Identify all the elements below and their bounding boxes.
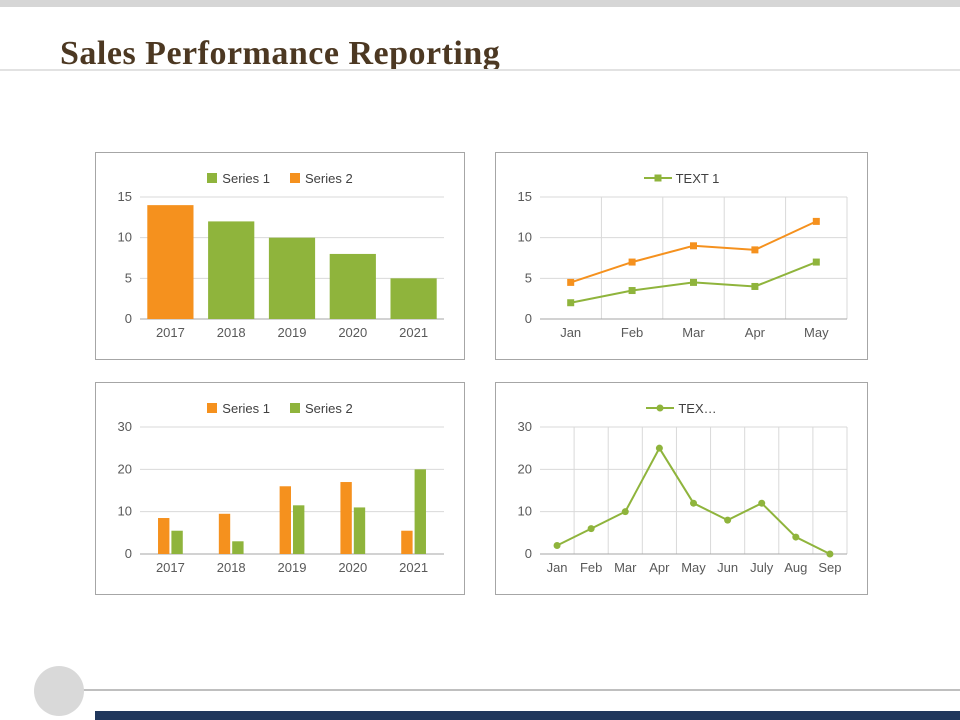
title-divider [0,69,960,71]
svg-text:5: 5 [125,270,132,285]
chart-panel-monthly-lines: TEXT 1 0 5 10 15 Jan Feb Mar Apr May [495,152,868,360]
legend-item: Series 1 [207,401,270,416]
bar-chart-yearly: 0 5 10 15 2017 2018 2019 2020 2021 [104,189,456,358]
svg-text:Feb: Feb [580,560,602,575]
svg-text:2020: 2020 [338,325,367,340]
legend-label: Series 2 [305,170,353,186]
legend-label: Series 1 [222,400,270,416]
square-swatch-icon [207,403,218,413]
svg-text:Apr: Apr [745,325,766,340]
svg-text:2021: 2021 [399,325,428,340]
svg-text:2020: 2020 [338,560,367,575]
svg-text:2021: 2021 [399,560,428,575]
svg-text:2017: 2017 [156,560,185,575]
legend-marker-icon [654,174,662,182]
svg-text:5: 5 [525,270,532,285]
svg-text:10: 10 [518,230,532,245]
chart-canvas: 0 10 20 30 2017 2018 2019 2020 2021 [118,419,444,575]
svg-text:July: July [750,560,774,575]
svg-text:15: 15 [518,189,532,204]
svg-text:15: 15 [118,189,132,204]
svg-text:Sep: Sep [818,560,841,575]
square-swatch-icon [290,403,300,413]
chart-canvas: 0 5 10 15 Jan Feb Mar Apr May [518,189,848,340]
chart-canvas: 0 5 10 15 2017 2018 2019 2020 2021 [118,189,444,340]
svg-text:0: 0 [525,311,532,326]
legend-label: Series 2 [305,400,353,416]
chart-panel-yearly-bar: Series 1 Series 2 0 5 10 15 2017 2018 2019 2020 2… [95,152,465,360]
svg-text:2019: 2019 [278,560,307,575]
svg-text:20: 20 [118,461,132,476]
svg-text:2018: 2018 [217,560,246,575]
svg-text:Jan: Jan [547,560,568,575]
legend-label: Series 1 [222,170,270,186]
svg-text:30: 30 [518,419,532,434]
footer-accent-bar [95,711,960,720]
svg-text:Feb: Feb [621,325,643,340]
line-square-swatch-icon [643,174,672,182]
legend-item: TEXT 1 [643,170,720,186]
svg-text:Mar: Mar [614,560,637,575]
svg-text:2017: 2017 [156,325,185,340]
svg-text:0: 0 [125,546,132,561]
grouped-bar-chart-yearly: 0 10 20 30 2017 2018 2019 2020 2021 [104,419,456,593]
footer-circle-decoration [34,666,84,716]
svg-text:0: 0 [125,311,132,326]
legend-item: Series 1 [207,171,270,186]
legend-item: Series 2 [290,401,353,416]
svg-text:30: 30 [118,419,132,434]
top-strip [0,0,960,7]
svg-text:Jan: Jan [560,325,581,340]
square-swatch-icon [290,173,300,183]
svg-text:Jun: Jun [717,560,738,575]
line-chart-monthly-single: 0 10 20 30 Jan Feb Mar Apr May Jun July Aug Sep [504,419,859,593]
svg-text:20: 20 [518,461,532,476]
legend-label: TEXT 1 [675,170,720,186]
legend-marker-icon [656,404,664,412]
legend: TEX… [504,397,859,419]
svg-text:2019: 2019 [278,325,307,340]
chart-panel-monthly-single-line: TEX… 0 10 20 30 Jan Feb Mar Apr May Jun July Aug Sep [495,382,868,595]
legend: Series 1 Series 2 [104,397,456,419]
svg-text:0: 0 [525,546,532,561]
svg-text:10: 10 [518,504,532,519]
svg-text:May: May [804,325,829,340]
svg-text:2018: 2018 [217,325,246,340]
page-title: Sales Performance Reporting [60,34,501,72]
footer-line [58,689,960,691]
square-swatch-icon [207,173,218,183]
legend-item: TEX… [646,400,717,416]
svg-text:May: May [681,560,706,575]
svg-text:Apr: Apr [649,560,670,575]
line-circle-swatch-icon [646,404,675,412]
legend: TEXT 1 [504,167,859,189]
legend-item: Series 2 [290,171,353,186]
legend-label: TEX… [678,400,717,416]
chart-panel-yearly-grouped-bar: Series 1 Series 2 0 10 20 30 2017 2018 2019 2020… [95,382,465,595]
legend: Series 1 Series 2 [104,167,456,189]
svg-text:10: 10 [118,504,132,519]
svg-text:Mar: Mar [682,325,705,340]
svg-text:10: 10 [118,230,132,245]
chart-canvas: 0 10 20 30 Jan Feb Mar Apr May Jun July Aug Sep [518,419,848,575]
svg-text:Aug: Aug [784,560,807,575]
line-chart-monthly: 0 5 10 15 Jan Feb Mar Apr May [504,189,859,358]
